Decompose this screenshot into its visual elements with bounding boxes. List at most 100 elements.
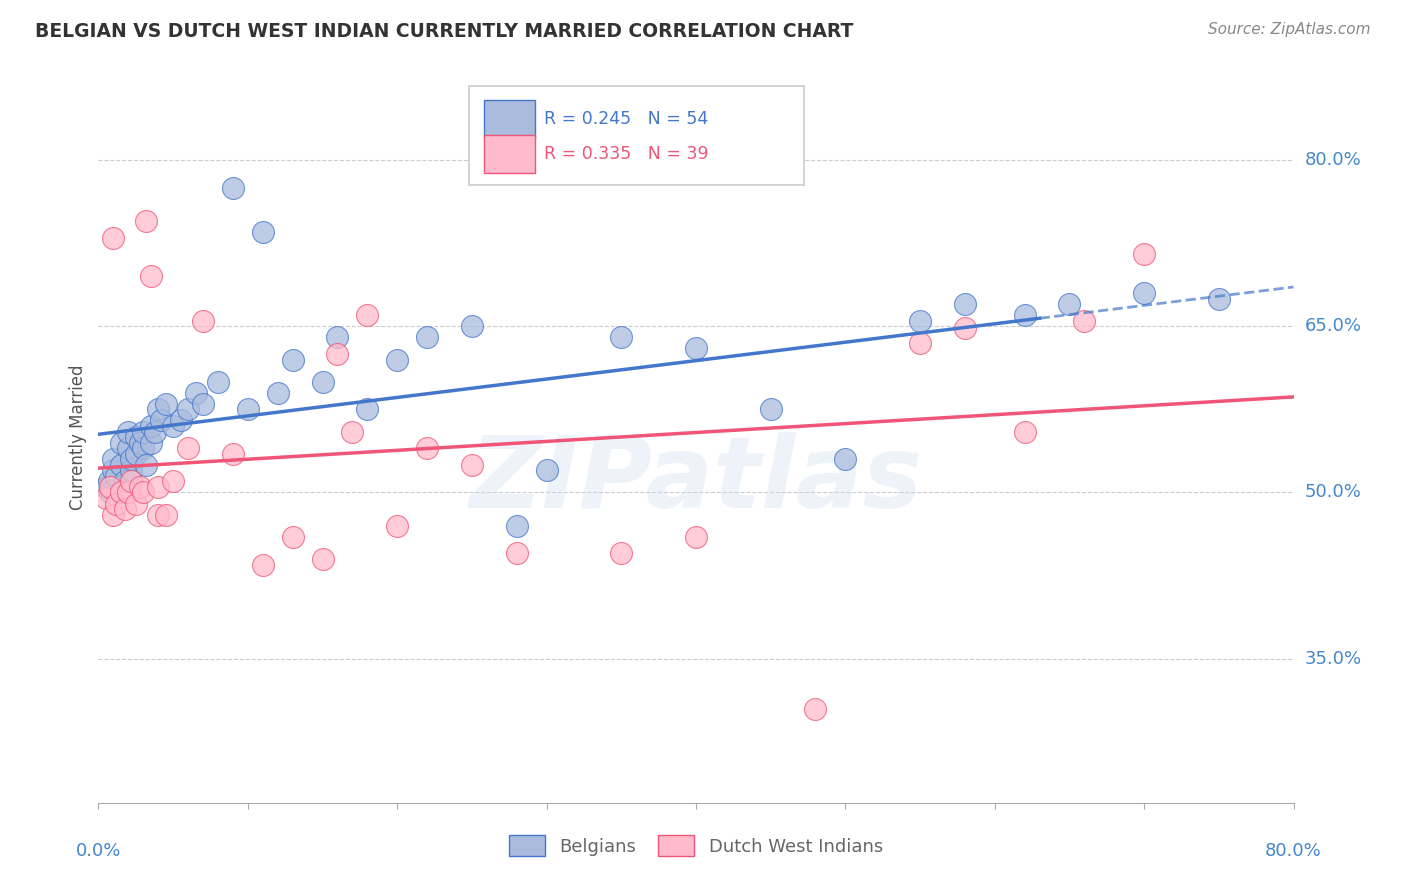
Text: R = 0.335   N = 39: R = 0.335 N = 39 [544, 145, 709, 163]
Point [98, 485, 122, 500]
Point [1208, 292, 1230, 306]
Point [1014, 425, 1036, 439]
Point [143, 425, 166, 439]
Point [1059, 297, 1081, 311]
Point [177, 402, 200, 417]
Point [281, 352, 304, 367]
Point [342, 425, 364, 439]
Point [135, 214, 157, 228]
Point [311, 375, 333, 389]
Point [98, 480, 122, 494]
Point [148, 402, 170, 417]
Point [139, 269, 162, 284]
Point [908, 314, 931, 328]
Point [162, 419, 184, 434]
Point [125, 497, 148, 511]
Point [461, 319, 484, 334]
Point [132, 441, 155, 455]
FancyBboxPatch shape [470, 86, 804, 185]
Point [506, 546, 529, 560]
Point [685, 530, 707, 544]
Point [281, 530, 304, 544]
Point [103, 508, 125, 522]
Point [117, 485, 139, 500]
Text: Source: ZipAtlas.com: Source: ZipAtlas.com [1208, 22, 1371, 37]
Text: 35.0%: 35.0% [1305, 649, 1362, 668]
Text: 50.0%: 50.0% [1305, 483, 1361, 501]
Point [148, 480, 170, 494]
Point [120, 475, 142, 489]
Point [610, 546, 633, 560]
Point [97, 475, 120, 489]
Point [155, 508, 177, 522]
Legend: Belgians, Dutch West Indians: Belgians, Dutch West Indians [502, 828, 890, 863]
Point [125, 430, 148, 444]
Point [103, 463, 125, 477]
Point [416, 330, 439, 344]
Point [610, 330, 633, 344]
Point [385, 518, 409, 533]
Point [120, 452, 142, 467]
Point [191, 397, 214, 411]
Point [155, 397, 177, 411]
Text: 80.0%: 80.0% [1305, 151, 1361, 169]
Point [804, 701, 827, 715]
Point [148, 508, 170, 522]
Point [207, 375, 229, 389]
FancyBboxPatch shape [485, 100, 534, 138]
Point [105, 468, 128, 483]
Point [139, 435, 162, 450]
Point [311, 552, 333, 566]
Point [536, 463, 558, 477]
Point [139, 419, 162, 434]
Point [252, 558, 274, 572]
Point [103, 230, 125, 244]
Point [385, 352, 409, 367]
Point [252, 225, 274, 239]
Point [114, 502, 136, 516]
Point [120, 463, 142, 477]
Point [222, 447, 245, 461]
Point [1133, 285, 1156, 300]
Point [177, 441, 200, 455]
Text: BELGIAN VS DUTCH WEST INDIAN CURRENTLY MARRIED CORRELATION CHART: BELGIAN VS DUTCH WEST INDIAN CURRENTLY M… [35, 22, 853, 41]
Point [103, 452, 125, 467]
Point [110, 485, 132, 500]
Point [834, 452, 856, 467]
Point [94, 480, 117, 494]
Point [506, 518, 529, 533]
Point [953, 321, 976, 335]
FancyBboxPatch shape [485, 135, 534, 173]
Point [191, 314, 214, 328]
Text: 65.0%: 65.0% [1305, 318, 1361, 335]
Point [150, 413, 173, 427]
Point [267, 385, 290, 400]
Point [110, 435, 132, 450]
Point [117, 425, 139, 439]
Point [356, 402, 378, 417]
Point [132, 485, 155, 500]
Text: 80.0%: 80.0% [1265, 842, 1322, 860]
Point [222, 180, 245, 194]
Point [953, 297, 976, 311]
Point [685, 342, 707, 356]
Text: ZIPatlas: ZIPatlas [470, 433, 922, 530]
Point [129, 480, 152, 494]
Point [94, 491, 117, 505]
Point [129, 435, 152, 450]
Point [1014, 308, 1036, 322]
Point [114, 475, 136, 489]
Text: R = 0.245   N = 54: R = 0.245 N = 54 [544, 110, 709, 128]
Point [416, 441, 439, 455]
Point [184, 385, 207, 400]
Point [236, 402, 259, 417]
Point [356, 308, 378, 322]
Text: 0.0%: 0.0% [76, 842, 121, 860]
Point [1133, 247, 1156, 261]
Point [125, 447, 148, 461]
Y-axis label: Currently Married: Currently Married [69, 364, 87, 510]
Point [326, 347, 349, 361]
Point [908, 335, 931, 350]
Point [461, 458, 484, 472]
Point [135, 458, 157, 472]
